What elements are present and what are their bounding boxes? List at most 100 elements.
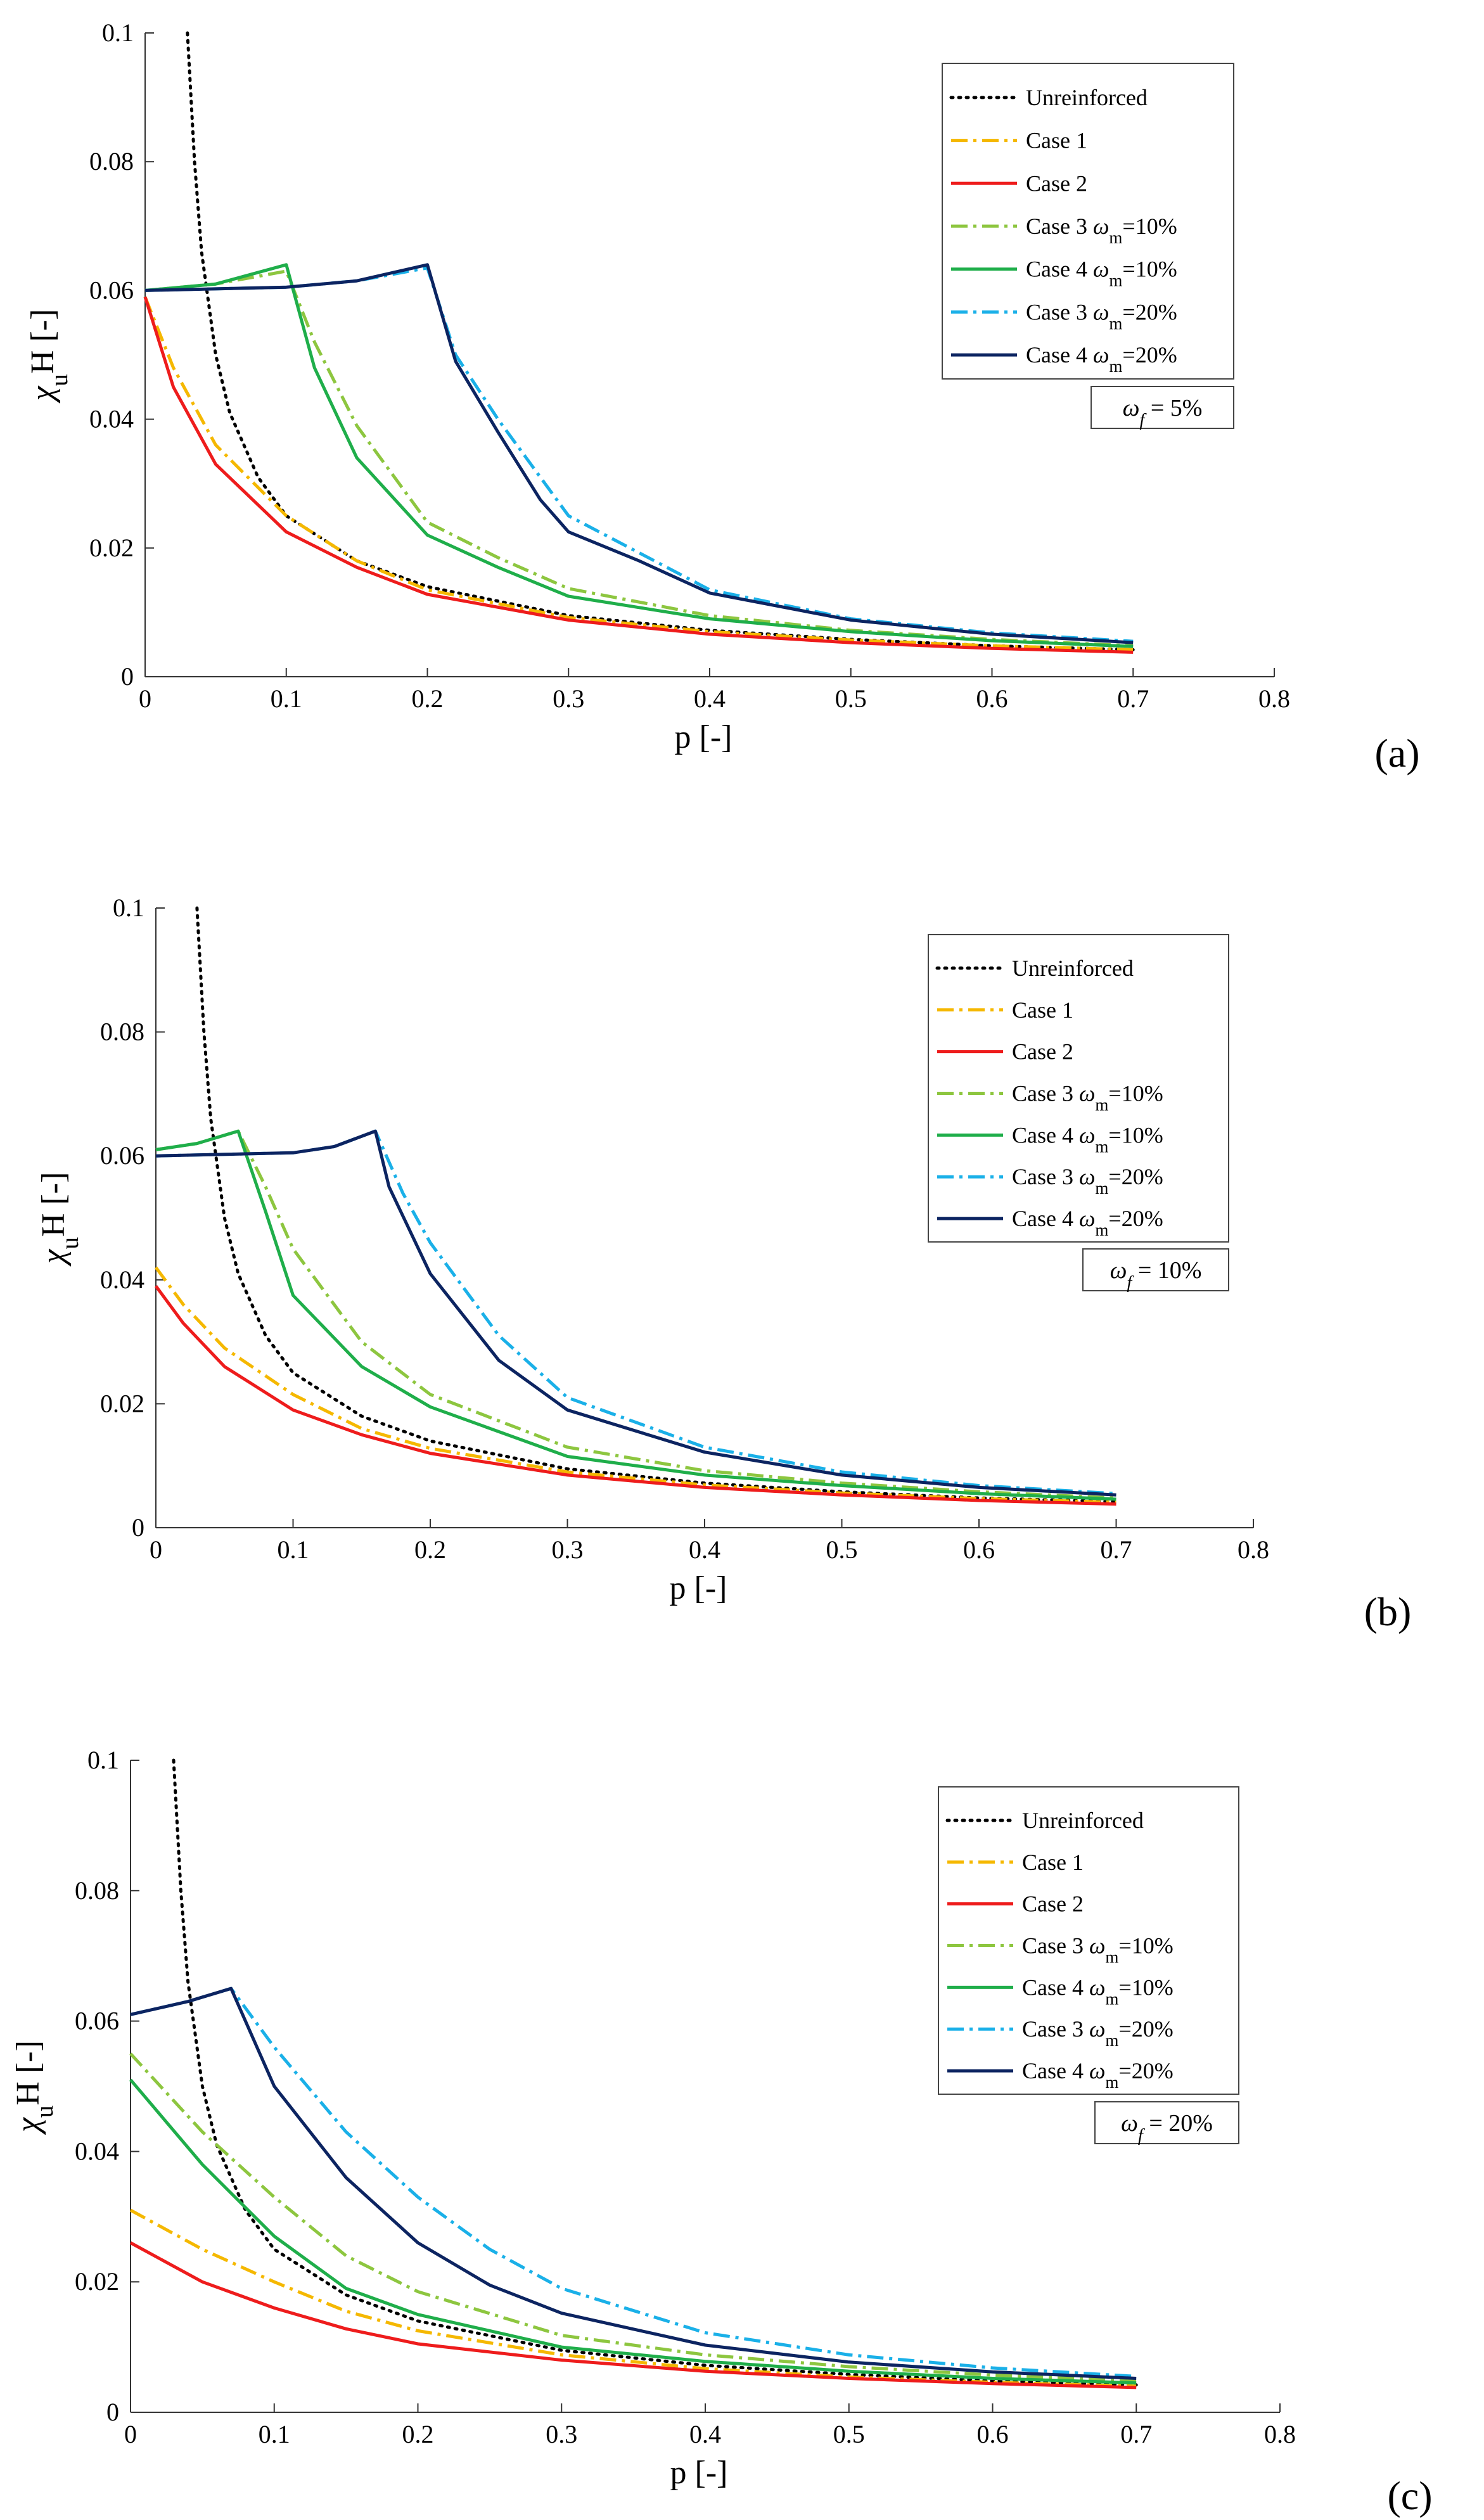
y-tick-label: 0.04 <box>75 2137 119 2165</box>
y-tick-label: 0.08 <box>100 1018 144 1046</box>
annotation-box <box>1094 2101 1239 2144</box>
x-tick-label: 0.2 <box>414 1535 446 1564</box>
x-tick-label: 0.6 <box>976 684 1008 713</box>
x-tick-label: 0.3 <box>552 1535 584 1564</box>
legend-label: Case 4 ωm=10% <box>1022 1974 1174 2008</box>
x-tick-label: 0.6 <box>963 1535 995 1564</box>
x-tick-label: 0.1 <box>259 2420 290 2448</box>
chart-panel-2: 0 0.1 0.2 0.3 0.4 0.5 0.6 0.7 0.8 0 0.02 0.04 0.06 0.… <box>35 893 1411 1634</box>
series-line-case-4-m-10- <box>129 2078 1137 2385</box>
legend-label: Case 4 ωm=20% <box>1026 342 1177 376</box>
series-line-case-4-m-20- <box>144 263 1134 644</box>
legend-label: Case 2 <box>1022 1891 1084 1917</box>
y-tick-label: 0.06 <box>100 1141 144 1170</box>
annotation-text: ωf = 5% <box>1123 395 1203 430</box>
series-line-case-1 <box>143 296 1134 651</box>
y-tick-label: 0.1 <box>102 18 134 47</box>
x-tick-label: 0.1 <box>271 684 302 713</box>
legend-label: Case 4 ωm=10% <box>1026 257 1177 290</box>
legend-label: Case 2 <box>1012 1039 1073 1065</box>
series-line-case-3-m-20- <box>155 1129 1116 1495</box>
x-tick-label: 0 <box>150 1535 162 1564</box>
annotation-text: ωf = 20% <box>1121 2110 1213 2146</box>
x-tick-label: 0.4 <box>689 2420 721 2448</box>
legend-box <box>938 1786 1239 2095</box>
legend-label: Case 4 ωm=10% <box>1012 1122 1163 1156</box>
x-tick-label: 0.2 <box>412 684 444 713</box>
x-tick-label: 0.5 <box>826 1535 858 1564</box>
x-tick-label: 0.3 <box>546 2420 577 2448</box>
x-axis-title: p [-] <box>675 719 732 755</box>
legend-label: Case 3 ωm=10% <box>1012 1081 1163 1115</box>
legend-label: Case 2 <box>1026 170 1087 196</box>
legend-label: Unreinforced <box>1026 85 1148 110</box>
legend-label: Unreinforced <box>1022 1808 1144 1833</box>
x-tick-label: 0.1 <box>278 1535 309 1564</box>
x-tick-label: 0.4 <box>694 684 726 713</box>
annotation-box <box>1091 386 1234 429</box>
y-tick-label: 0 <box>106 2398 119 2426</box>
series-line-case-2 <box>143 296 1134 654</box>
x-tick-label: 0 <box>124 2420 137 2448</box>
y-tick-label: 0.08 <box>75 1876 119 1905</box>
series-line-unreinforced <box>186 31 1135 651</box>
x-tick-label: 0.8 <box>1264 2420 1296 2448</box>
y-tick-label: 0.02 <box>89 534 134 562</box>
y-tick-label: 0.04 <box>100 1265 144 1294</box>
legend-box <box>928 934 1229 1243</box>
x-tick-label: 0.7 <box>1117 684 1149 713</box>
chart-panel-1: 0 0.1 0.2 0.3 0.4 0.5 0.6 0.7 0.8 0 0.02 0.04 0.06 0.… <box>25 18 1420 776</box>
series-line-case-4-m-10- <box>144 263 1134 648</box>
series-line-case-3-m-10- <box>129 2052 1137 2383</box>
series-line-case-3-m-10- <box>144 269 1134 648</box>
y-axis-title: χuH [-] <box>25 309 73 404</box>
y-tick-label: 0.06 <box>89 276 134 304</box>
x-tick-label: 0.7 <box>1120 2420 1152 2448</box>
y-tick-label: 0.1 <box>113 893 144 922</box>
y-tick-label: 0.02 <box>75 2267 119 2296</box>
y-tick-label: 0.08 <box>89 147 134 176</box>
panel-label: (a) <box>1374 731 1419 776</box>
x-axis-title: p [-] <box>670 1570 727 1606</box>
series-line-case-4-m-20- <box>130 1986 1137 2380</box>
panel-label: (b) <box>1364 1589 1412 1634</box>
x-tick-label: 0.8 <box>1238 1535 1269 1564</box>
x-axis-title: p [-] <box>670 2455 728 2491</box>
legend-label: Case 3 ωm=20% <box>1026 299 1177 333</box>
legend: Unreinforced Case 1 Case 2 Case 3 ωm=10% Cas… <box>938 1786 1239 2095</box>
legend: Unreinforced Case 1 Case 2 Case 3 ωm=10% Cas… <box>942 63 1234 380</box>
series-line-case-1 <box>154 1266 1116 1504</box>
legend-label: Case 1 <box>1022 1850 1084 1875</box>
y-axis-title: χuH [-] <box>10 2040 58 2135</box>
legend-label: Case 4 ωm=20% <box>1022 2058 1174 2092</box>
y-tick-label: 0.02 <box>100 1389 144 1417</box>
y-axis-title: χuH [-] <box>35 1172 84 1267</box>
chart-panel-3: 0 0.1 0.2 0.3 0.4 0.5 0.6 0.7 0.8 0 0.02 0.04 0.06 0.… <box>10 1746 1433 2518</box>
x-tick-label: 0.3 <box>553 684 584 713</box>
legend-label: Case 3 ωm=20% <box>1022 2016 1174 2050</box>
x-tick-label: 0 <box>139 684 151 713</box>
x-tick-label: 0.7 <box>1101 1535 1132 1564</box>
series-line-unreinforced <box>172 1758 1138 2387</box>
panel-label: (c) <box>1387 2473 1432 2518</box>
series-line-case-2 <box>129 2241 1137 2389</box>
legend-label: Case 3 ωm=10% <box>1026 214 1177 247</box>
y-tick-label: 0.06 <box>75 2007 119 2035</box>
legend-label: Case 4 ωm=20% <box>1012 1206 1163 1239</box>
legend-label: Case 1 <box>1026 128 1087 153</box>
legend-box <box>942 63 1234 380</box>
x-tick-label: 0.8 <box>1258 684 1290 713</box>
x-tick-label: 0.5 <box>833 2420 865 2448</box>
x-tick-label: 0.4 <box>689 1535 720 1564</box>
series-line-case-4-m-10- <box>155 1129 1116 1501</box>
x-tick-label: 0.5 <box>835 684 867 713</box>
series-line-case-2 <box>154 1285 1116 1506</box>
y-tick-label: 0.1 <box>87 1746 119 1774</box>
annotation-text: ωf = 10% <box>1110 1257 1202 1293</box>
legend: Unreinforced Case 1 Case 2 Case 3 ωm=10% Cas… <box>928 934 1229 1243</box>
x-tick-label: 0.6 <box>977 2420 1009 2448</box>
annotation-box <box>1082 1248 1229 1291</box>
x-tick-label: 0.2 <box>402 2420 434 2448</box>
series-line-case-1 <box>129 2208 1137 2388</box>
